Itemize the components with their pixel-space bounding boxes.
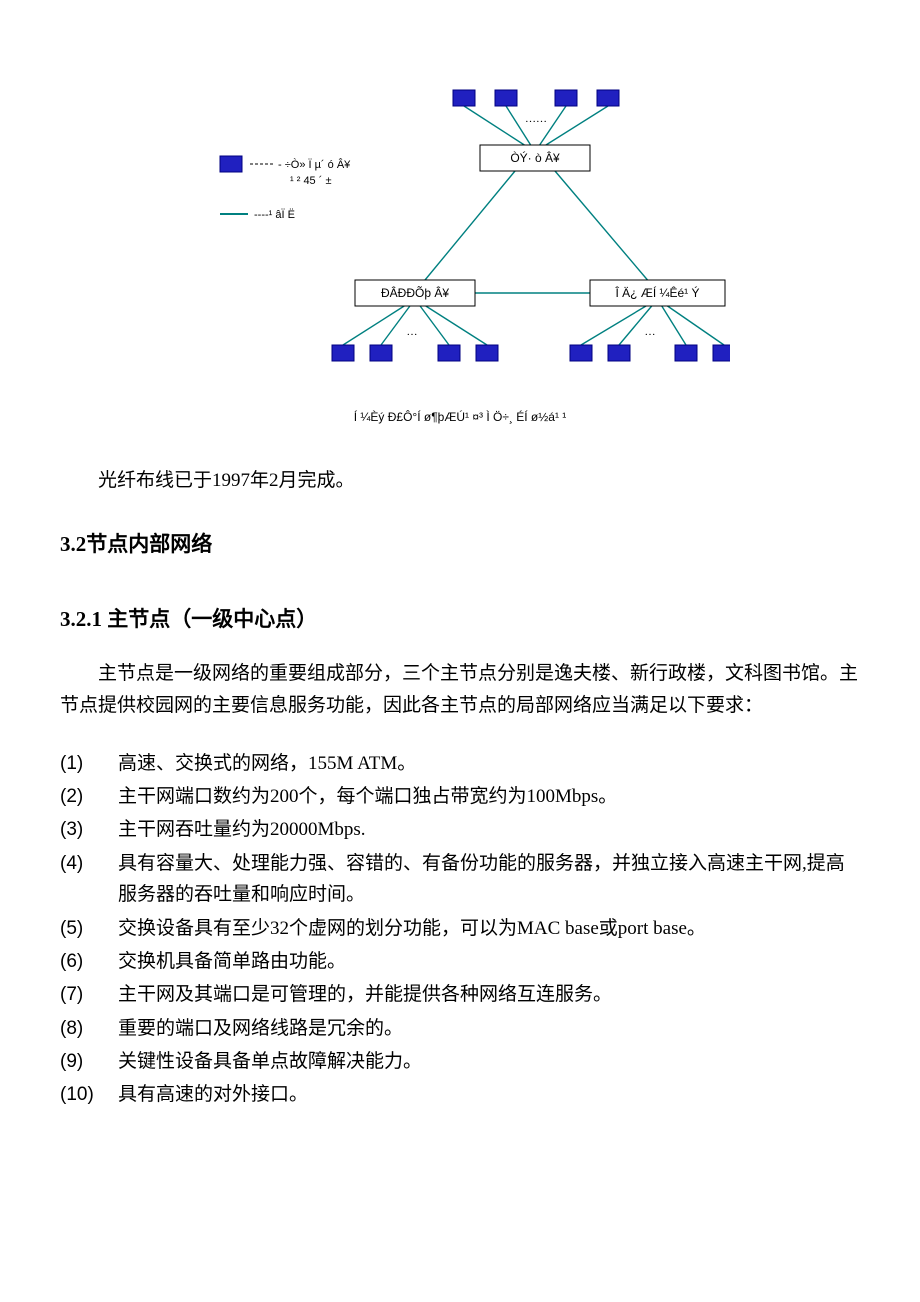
requirement-text: 关键性设备具备单点故障解决能力。 bbox=[118, 1046, 860, 1077]
svg-text:¹ ² 45 ´ ±: ¹ ² 45 ´ ± bbox=[290, 175, 332, 187]
requirement-number: (8) bbox=[60, 1013, 118, 1044]
requirement-text: 交换设备具有至少32个虚网的划分功能，可以为MAC base或port base… bbox=[118, 913, 860, 944]
requirement-text: 具有容量大、处理能力强、容错的、有备份功能的服务器，并独立接入高速主干网,提高服… bbox=[118, 848, 860, 911]
requirements-list: (1)高速、交换式的网络，155M ATM。(2)主干网端口数约为200个，每个… bbox=[60, 748, 860, 1111]
requirement-text: 交换机具备简单路由功能。 bbox=[118, 946, 860, 977]
svg-text:ÐÂÐÐÕþ Â¥: ÐÂÐÐÕþ Â¥ bbox=[381, 285, 449, 300]
section-3-2-1-desc: 主节点是一级网络的重要组成部分，三个主节点分别是逸夫楼、新行政楼，文科图书馆。主… bbox=[60, 658, 860, 723]
diagram-caption: Í ¼Èý Ð£Ô°Í ø¶þÆÚ¹ ¤³ Ì Ö÷¸ ÉÍ ø½á¹ ¹ bbox=[60, 410, 860, 424]
svg-text:…: … bbox=[407, 326, 418, 338]
svg-text:----¹ âÏ Ë: ----¹ âÏ Ë bbox=[254, 209, 295, 221]
requirement-number: (10) bbox=[60, 1079, 118, 1110]
requirement-text: 重要的端口及网络线路是冗余的。 bbox=[118, 1013, 860, 1044]
svg-text:Î Ä¿ ÆÍ ¼Êé¹ Ý: Î Ä¿ ÆÍ ¼Êé¹ Ý bbox=[614, 285, 699, 300]
requirement-item: (4) 具有容量大、处理能力强、容错的、有备份功能的服务器，并独立接入高速主干网… bbox=[60, 848, 860, 911]
requirement-text: 主干网端口数约为200个，每个端口独占带宽约为100Mbps。 bbox=[118, 781, 860, 812]
requirement-item: (3)主干网吞吐量约为20000Mbps. bbox=[60, 814, 860, 845]
requirement-number: (7) bbox=[60, 979, 118, 1010]
intro-text: 光纤布线已于1997年2月完成。 bbox=[60, 464, 860, 498]
requirement-item: (2)主干网端口数约为200个，每个端口独占带宽约为100Mbps。 bbox=[60, 781, 860, 812]
requirement-number: (9) bbox=[60, 1046, 118, 1077]
diagram-svg: ÒÝ· ò Â¥ÐÂÐÐÕþ Â¥Î Ä¿ ÆÍ ¼Êé¹ Ý…………- ÷Ò»… bbox=[190, 80, 730, 390]
requirement-item: (7)主干网及其端口是可管理的，并能提供各种网络互连服务。 bbox=[60, 979, 860, 1010]
page: ÒÝ· ò Â¥ÐÂÐÐÕþ Â¥Î Ä¿ ÆÍ ¼Êé¹ Ý…………- ÷Ò»… bbox=[0, 0, 920, 1302]
requirement-text: 具有高速的对外接口。 bbox=[118, 1079, 860, 1110]
svg-text:…: … bbox=[645, 326, 656, 338]
requirement-number: (3) bbox=[60, 814, 118, 845]
svg-text:……: …… bbox=[525, 113, 547, 125]
requirement-item: (5)交换设备具有至少32个虚网的划分功能，可以为MAC base或port b… bbox=[60, 913, 860, 944]
requirement-number: (4) bbox=[60, 848, 118, 911]
requirement-text: 主干网及其端口是可管理的，并能提供各种网络互连服务。 bbox=[118, 979, 860, 1010]
requirement-number: (1) bbox=[60, 748, 118, 779]
requirement-number: (6) bbox=[60, 946, 118, 977]
requirement-number: (5) bbox=[60, 913, 118, 944]
svg-text:- ÷Ò» Ï µ´ ó Â¥: - ÷Ò» Ï µ´ ó Â¥ bbox=[278, 158, 351, 171]
requirement-item: (10)具有高速的对外接口。 bbox=[60, 1079, 860, 1110]
requirement-item: (9)关键性设备具备单点故障解决能力。 bbox=[60, 1046, 860, 1077]
section-3-2-1-heading: 3.2.1 主节点（一级中心点） bbox=[60, 603, 860, 633]
requirement-number: (2) bbox=[60, 781, 118, 812]
svg-text:ÒÝ· ò Â¥: ÒÝ· ò Â¥ bbox=[510, 150, 560, 165]
requirement-text: 主干网吞吐量约为20000Mbps. bbox=[118, 814, 860, 845]
requirement-item: (1)高速、交换式的网络，155M ATM。 bbox=[60, 748, 860, 779]
requirement-item: (6)交换机具备简单路由功能。 bbox=[60, 946, 860, 977]
network-diagram: ÒÝ· ò Â¥ÐÂÐÐÕþ Â¥Î Ä¿ ÆÍ ¼Êé¹ Ý…………- ÷Ò»… bbox=[60, 80, 860, 390]
requirement-text: 高速、交换式的网络，155M ATM。 bbox=[118, 748, 860, 779]
requirement-item: (8)重要的端口及网络线路是冗余的。 bbox=[60, 1013, 860, 1044]
section-3-2-heading: 3.2节点内部网络 bbox=[60, 528, 860, 558]
